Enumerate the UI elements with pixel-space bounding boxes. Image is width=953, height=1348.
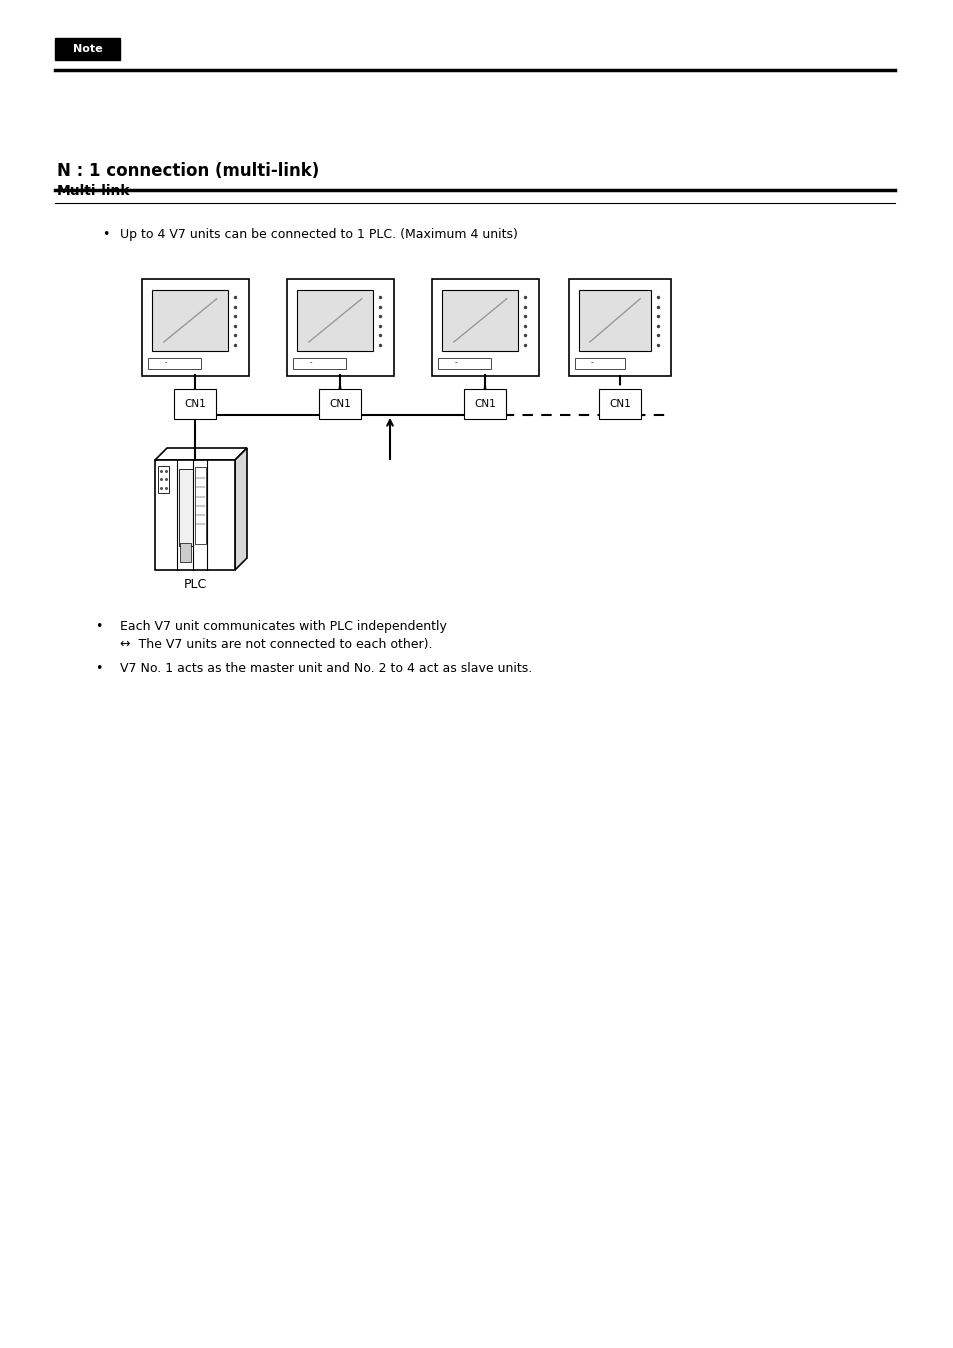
Bar — [297, 290, 373, 352]
Text: CN1: CN1 — [184, 399, 206, 408]
FancyBboxPatch shape — [142, 279, 249, 376]
Text: Each V7 unit communicates with PLC independently: Each V7 unit communicates with PLC indep… — [120, 620, 446, 634]
Bar — [55, 38, 120, 61]
FancyBboxPatch shape — [568, 279, 670, 376]
Text: •: • — [102, 228, 110, 241]
Bar — [578, 290, 650, 352]
Bar — [180, 542, 191, 562]
FancyBboxPatch shape — [287, 279, 394, 376]
Text: Up to 4 V7 units can be connected to 1 PLC. (Maximum 4 units): Up to 4 V7 units can be connected to 1 P… — [120, 228, 517, 241]
Bar — [148, 359, 200, 369]
Text: PLC: PLC — [183, 578, 207, 590]
Bar — [158, 465, 169, 493]
Bar — [293, 359, 345, 369]
Text: •: • — [95, 662, 102, 675]
Text: Note: Note — [72, 44, 102, 54]
Text: ↔  The V7 units are not connected to each other).: ↔ The V7 units are not connected to each… — [120, 638, 432, 651]
Text: Multi-link: Multi-link — [57, 183, 131, 198]
Text: -: - — [165, 360, 167, 365]
Bar — [154, 460, 234, 570]
FancyBboxPatch shape — [432, 279, 538, 376]
Text: -: - — [590, 360, 593, 365]
Text: -: - — [455, 360, 456, 365]
Text: CN1: CN1 — [608, 399, 630, 408]
Polygon shape — [154, 448, 247, 460]
Text: CN1: CN1 — [329, 399, 351, 408]
Text: •: • — [95, 620, 102, 634]
Text: CN1: CN1 — [474, 399, 496, 408]
Text: -: - — [310, 360, 312, 365]
Text: N : 1 connection (multi-link): N : 1 connection (multi-link) — [57, 162, 319, 181]
Bar — [575, 359, 624, 369]
Bar — [437, 359, 490, 369]
Text: V7 No. 1 acts as the master unit and No. 2 to 4 act as slave units.: V7 No. 1 acts as the master unit and No.… — [120, 662, 532, 675]
Bar — [152, 290, 228, 352]
Polygon shape — [234, 448, 247, 570]
Bar — [194, 466, 206, 543]
Bar — [179, 469, 193, 546]
Bar — [442, 290, 517, 352]
